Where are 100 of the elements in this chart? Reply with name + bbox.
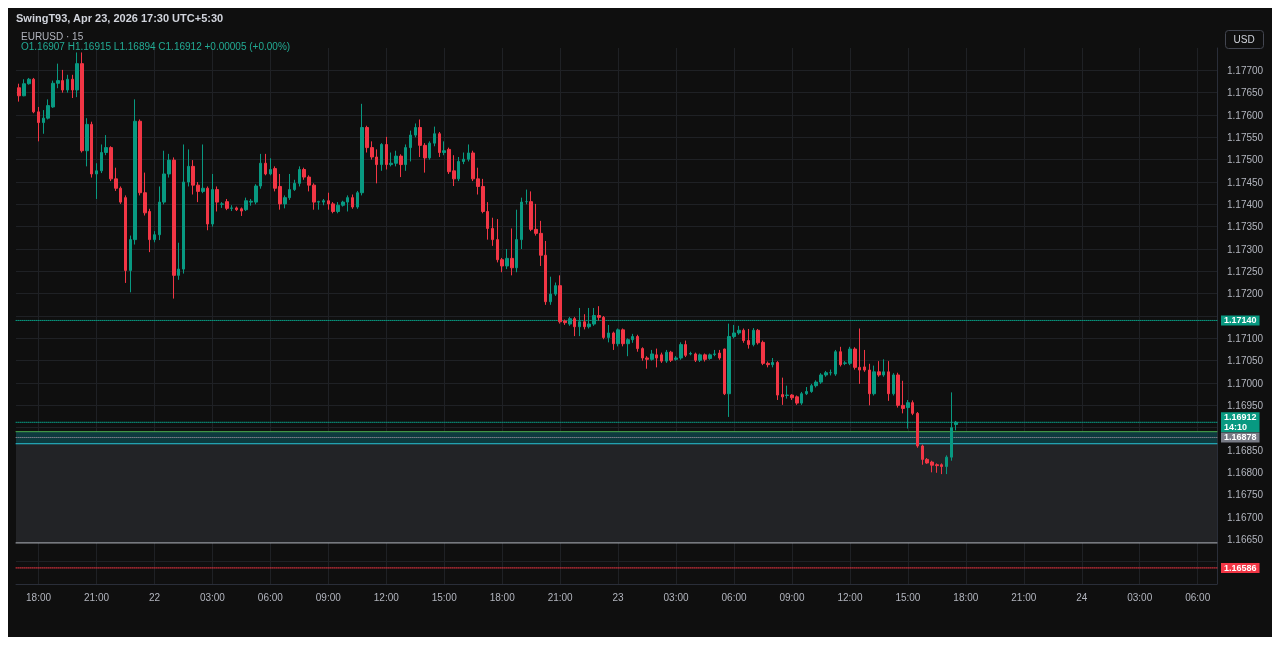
chart-title: EURUSD · 15: [21, 30, 84, 42]
candlestick: [554, 282, 557, 297]
candlestick: [607, 324, 610, 343]
candlestick: [230, 204, 233, 212]
candlestick: [505, 248, 509, 270]
x-tick-label: 18:00: [26, 591, 52, 603]
y-tick-label: 1.17250: [1227, 265, 1264, 277]
candlestick: [549, 276, 552, 306]
candlestick: [414, 122, 417, 138]
candlestick: [781, 377, 784, 406]
candlestick: [235, 206, 238, 212]
candlestick: [37, 106, 40, 142]
candlestick: [206, 185, 209, 231]
candlestick: [404, 143, 407, 172]
candlestick: [771, 357, 774, 368]
y-tick-label: 1.16650: [1227, 533, 1264, 545]
x-tick-label: 09:00: [315, 591, 342, 603]
candlestick: [621, 328, 625, 347]
candlestick: [911, 399, 914, 416]
x-tick-label: 21:00: [1011, 591, 1037, 603]
candlestick: [177, 242, 180, 281]
candlestick: [351, 194, 354, 210]
candlestick: [269, 157, 272, 176]
candlestick: [428, 140, 431, 161]
x-tick-label: 21:00: [547, 591, 574, 603]
x-tick-label: 06:00: [1185, 591, 1211, 603]
candlestick: [124, 194, 127, 284]
candlestick: [616, 328, 620, 347]
candlestick: [703, 353, 707, 363]
candlestick: [491, 217, 494, 247]
candlestick: [785, 385, 789, 400]
candlestick: [689, 351, 692, 356]
candlestick: [520, 197, 523, 250]
x-tick-label: 24: [1076, 591, 1088, 603]
candlestick: [945, 454, 948, 475]
candlestick: [747, 328, 750, 350]
x-tick-label: 03:00: [199, 591, 226, 603]
y-tick-label: 1.16800: [1227, 466, 1264, 478]
candlestick: [264, 153, 267, 176]
y-tick-label: 1.17650: [1227, 87, 1264, 99]
x-tick-label: 03:00: [663, 591, 690, 603]
candlestick: [433, 126, 436, 147]
y-tick-label: 1.17600: [1227, 109, 1264, 121]
candlestick: [182, 143, 185, 275]
candlestick: [626, 337, 630, 357]
y-tick-label: 1.16950: [1227, 399, 1264, 411]
y-tick-label: 1.17050: [1227, 355, 1264, 367]
candlestick: [877, 360, 881, 378]
candlestick: [240, 206, 243, 217]
candlestick: [172, 156, 176, 300]
candlestick: [153, 230, 156, 243]
y-tick-label: 1.17700: [1227, 64, 1264, 76]
candlestick: [409, 130, 412, 162]
candlestick: [32, 77, 35, 114]
candlestick: [525, 189, 528, 205]
candlestick: [298, 165, 301, 187]
y-tick-label: 1.16700: [1227, 511, 1264, 523]
candlestick: [187, 148, 190, 187]
text: SwingT93, Apr 23, 2026 17:30 UTC+5:30: [16, 11, 224, 24]
y-tick-label: 1.17000: [1227, 377, 1264, 389]
candlestick: [718, 349, 721, 361]
candlestick: [752, 327, 755, 347]
candlestick: [723, 348, 726, 396]
candlestick: [322, 198, 325, 206]
x-tick-label: 06:00: [257, 591, 284, 603]
candlestick: [892, 372, 895, 397]
candlestick: [882, 358, 885, 378]
x-tick-label: 23: [612, 591, 625, 603]
y-tick-label: 1.17200: [1227, 288, 1264, 300]
candlestick: [61, 69, 64, 94]
candlestick: [636, 334, 639, 353]
candlestick: [805, 386, 808, 396]
candlestick: [573, 316, 576, 337]
candlestick: [872, 365, 876, 397]
candlestick: [317, 200, 320, 211]
candlestick: [457, 156, 460, 182]
candlestick: [293, 179, 296, 192]
candlestick: [742, 328, 745, 344]
candlestick: [834, 349, 837, 377]
candlestick: [776, 360, 779, 401]
candlestick: [225, 198, 229, 211]
candlestick: [800, 391, 803, 406]
candlestick: [66, 74, 69, 94]
ref-line-label: 1.17140: [1224, 315, 1257, 326]
y-tick-label: 1.17500: [1227, 154, 1264, 166]
x-tick-label: 22: [148, 591, 161, 603]
candlestick: [75, 51, 79, 98]
x-tick-label: 18:00: [953, 591, 979, 603]
candlestick: [380, 142, 383, 172]
x-tick-label: 15:00: [431, 591, 458, 603]
candlestick: [887, 360, 890, 402]
x-tick-label: 06:00: [721, 591, 747, 603]
candlestick: [85, 117, 89, 167]
candlestick: [698, 353, 702, 363]
candlestick: [612, 331, 615, 351]
x-tick-label: 18:00: [489, 591, 516, 603]
candlestick: [655, 348, 658, 368]
x-tick-label: 12:00: [837, 591, 863, 603]
candlestick: [399, 153, 403, 178]
x-tick-label: 12:00: [373, 591, 400, 603]
